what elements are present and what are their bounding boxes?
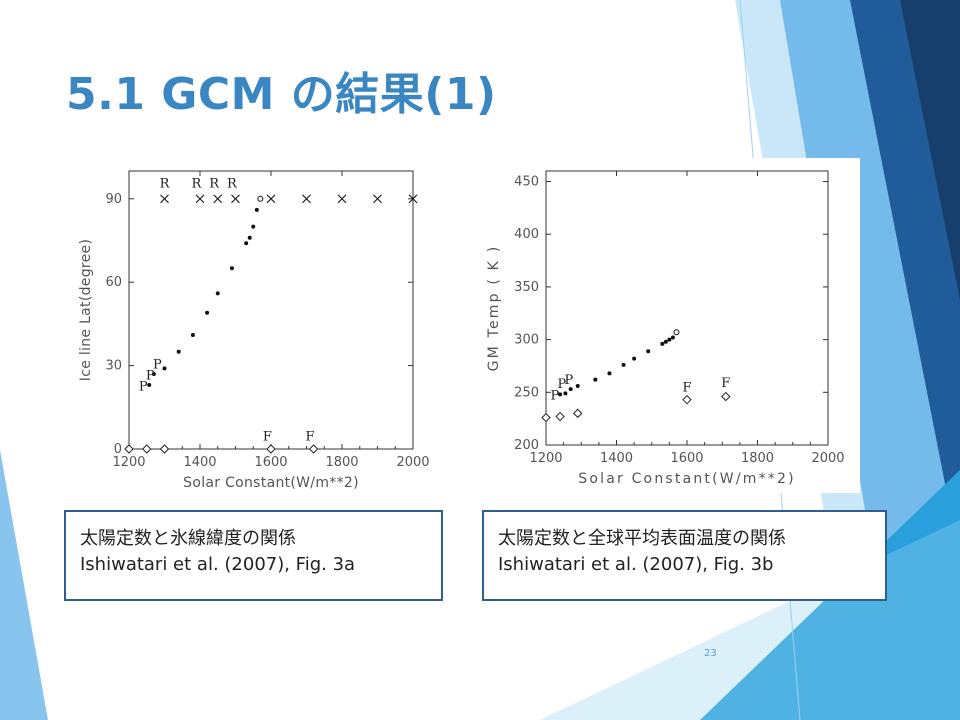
charta-y-tick-label: 60 [105, 275, 122, 290]
chartb-point-dot [660, 341, 665, 346]
charta-annotation-label: F [263, 430, 272, 445]
caption-fig3a: 太陽定数と氷線緯度の関係 Ishiwatari et al. (2007), F… [64, 510, 443, 601]
charta-point-x [266, 194, 276, 204]
chartb-y-tick-label: 400 [514, 227, 539, 242]
chart-gm-temp-svg: 1200 1400 1600 1800 2000 200 250 300 350 400 450 So… [486, 170, 845, 487]
chartb-point-open-circle [673, 329, 680, 336]
charta-point-dot [244, 241, 249, 246]
chartb-y-tick-label: 450 [514, 175, 539, 190]
charta-plot-frame [128, 170, 414, 450]
charta-x-tick-label: 1600 [254, 455, 287, 470]
chartb-x-tick-label: 2000 [811, 451, 844, 466]
chart-ice-line: 1200 1400 1600 1800 2000 0 30 60 90 Solar Constan… [70, 160, 450, 490]
charta-point-x [337, 194, 347, 204]
charta-x-tick-label: 2000 [396, 455, 429, 470]
charta-point-x [195, 194, 205, 204]
charta-point-diamond [159, 444, 170, 454]
charta-point-dot [151, 371, 156, 376]
charta-point-dot [247, 235, 252, 240]
chartb-x-tick-label: 1200 [529, 451, 562, 466]
chartb-y-tick-label: 200 [514, 438, 539, 453]
chartb-y-tick-label: 300 [514, 333, 539, 348]
chartb-point-dot [632, 356, 637, 361]
charta-x-tick-label: 1800 [325, 455, 358, 470]
chartb-annotation-label: P [565, 373, 574, 388]
chartb-point-dot [575, 383, 580, 388]
charta-point-dot [162, 366, 167, 371]
chartb-annotation-label: F [721, 376, 730, 391]
charta-y-tick-label: 30 [105, 359, 122, 374]
chartb-point-diamond [721, 391, 731, 402]
chartb-point-diamond [555, 411, 565, 422]
charta-point-open-circle [257, 195, 264, 202]
chartb-x-tick-label: 1400 [600, 451, 633, 466]
charta-point-x [408, 194, 418, 204]
charta-point-x [213, 194, 223, 204]
chartb-point-diamond [573, 408, 583, 419]
charta-point-x [373, 194, 382, 204]
chartb-point-dot [558, 392, 563, 397]
charta-point-diamond [142, 444, 152, 454]
chartb-point-dot [670, 335, 675, 340]
slide-number: 23 [704, 648, 717, 659]
charta-point-diamond [124, 444, 134, 454]
charta-annotation-label: R [192, 177, 203, 192]
charta-y-tick-label: 0 [114, 442, 122, 457]
chartb-point-diamond [682, 394, 692, 405]
charta-point-dot [147, 383, 152, 388]
charta-point-dot [215, 291, 220, 296]
chartb-point-dot [563, 391, 568, 396]
charta-point-dot [190, 333, 195, 338]
charta-x-axis-label: Solar Constant(W/m**2) [183, 475, 359, 490]
chartb-point-dot [607, 371, 612, 376]
charta-point-dot [205, 310, 210, 315]
charta-annotation-label: R [209, 177, 220, 192]
caption-fig3a-line1: 太陽定数と氷線緯度の関係 [80, 528, 296, 549]
chartb-x-tick-label: 1600 [670, 451, 703, 466]
charta-annotation-label: F [306, 430, 315, 445]
charta-y-axis-label: Ice line Lat(degree) [78, 239, 94, 381]
charta-point-x [160, 194, 169, 204]
chartb-annotation-label: F [682, 380, 691, 395]
chartb-point-dot [663, 339, 668, 344]
chart-ice-line-svg: 1200 1400 1600 1800 2000 0 30 60 90 Solar Constan… [78, 170, 430, 490]
caption-fig3b-line2: Ishiwatari et al. (2007), Fig. 3b [498, 554, 774, 575]
chartb-point-dot [568, 387, 573, 392]
charta-point-diamond [308, 444, 319, 454]
charta-y-tick-label: 90 [105, 192, 122, 207]
charta-x-tick-label: 1200 [112, 455, 145, 470]
charta-point-dot [229, 266, 234, 271]
chartb-point-dot [667, 337, 672, 342]
charta-point-dot [176, 349, 181, 354]
charta-x-tick-label: 1400 [183, 455, 216, 470]
chartb-annotation-label: P [557, 377, 566, 392]
chartb-x-axis-label: Solar Constant(W/m**2) [578, 471, 796, 487]
caption-fig3b: 太陽定数と全球平均表面温度の関係 Ishiwatari et al. (2007… [482, 510, 887, 601]
charta-annotation-label: P [153, 357, 162, 372]
charta-point-diamond [266, 444, 276, 454]
charta-point-x [231, 194, 240, 204]
chartb-annotation-label: P [550, 389, 559, 404]
caption-fig3a-line2: Ishiwatari et al. (2007), Fig. 3a [80, 554, 356, 575]
charta-point-dot [251, 224, 256, 229]
chartb-point-dot [621, 362, 626, 367]
caption-fig3b-line1: 太陽定数と全球平均表面温度の関係 [498, 528, 786, 549]
chartb-point-dot [646, 349, 651, 354]
chart-gm-temp: 1200 1400 1600 1800 2000 200 250 300 350 400 450 So… [480, 158, 860, 493]
charta-annotation-label: P [139, 380, 148, 395]
chartb-y-axis-label: GM Temp ( K ) [486, 245, 502, 372]
chartb-point-dot [593, 377, 598, 382]
charta-annotation-label: P [146, 369, 155, 384]
slide-title: 5.1 GCM の結果(1) [66, 69, 497, 120]
chartb-x-tick-label: 1800 [741, 451, 774, 466]
charta-annotation-label: R [160, 177, 171, 192]
charta-point-x [302, 194, 311, 204]
decor-shard-deep [900, 0, 960, 300]
chartb-point-diamond [541, 412, 551, 423]
charta-annotation-label: R [227, 177, 238, 192]
chartb-y-tick-label: 250 [514, 385, 539, 400]
charta-point-dot [254, 207, 259, 212]
chartb-y-tick-label: 350 [514, 280, 539, 295]
decor-shard-left [0, 450, 48, 720]
